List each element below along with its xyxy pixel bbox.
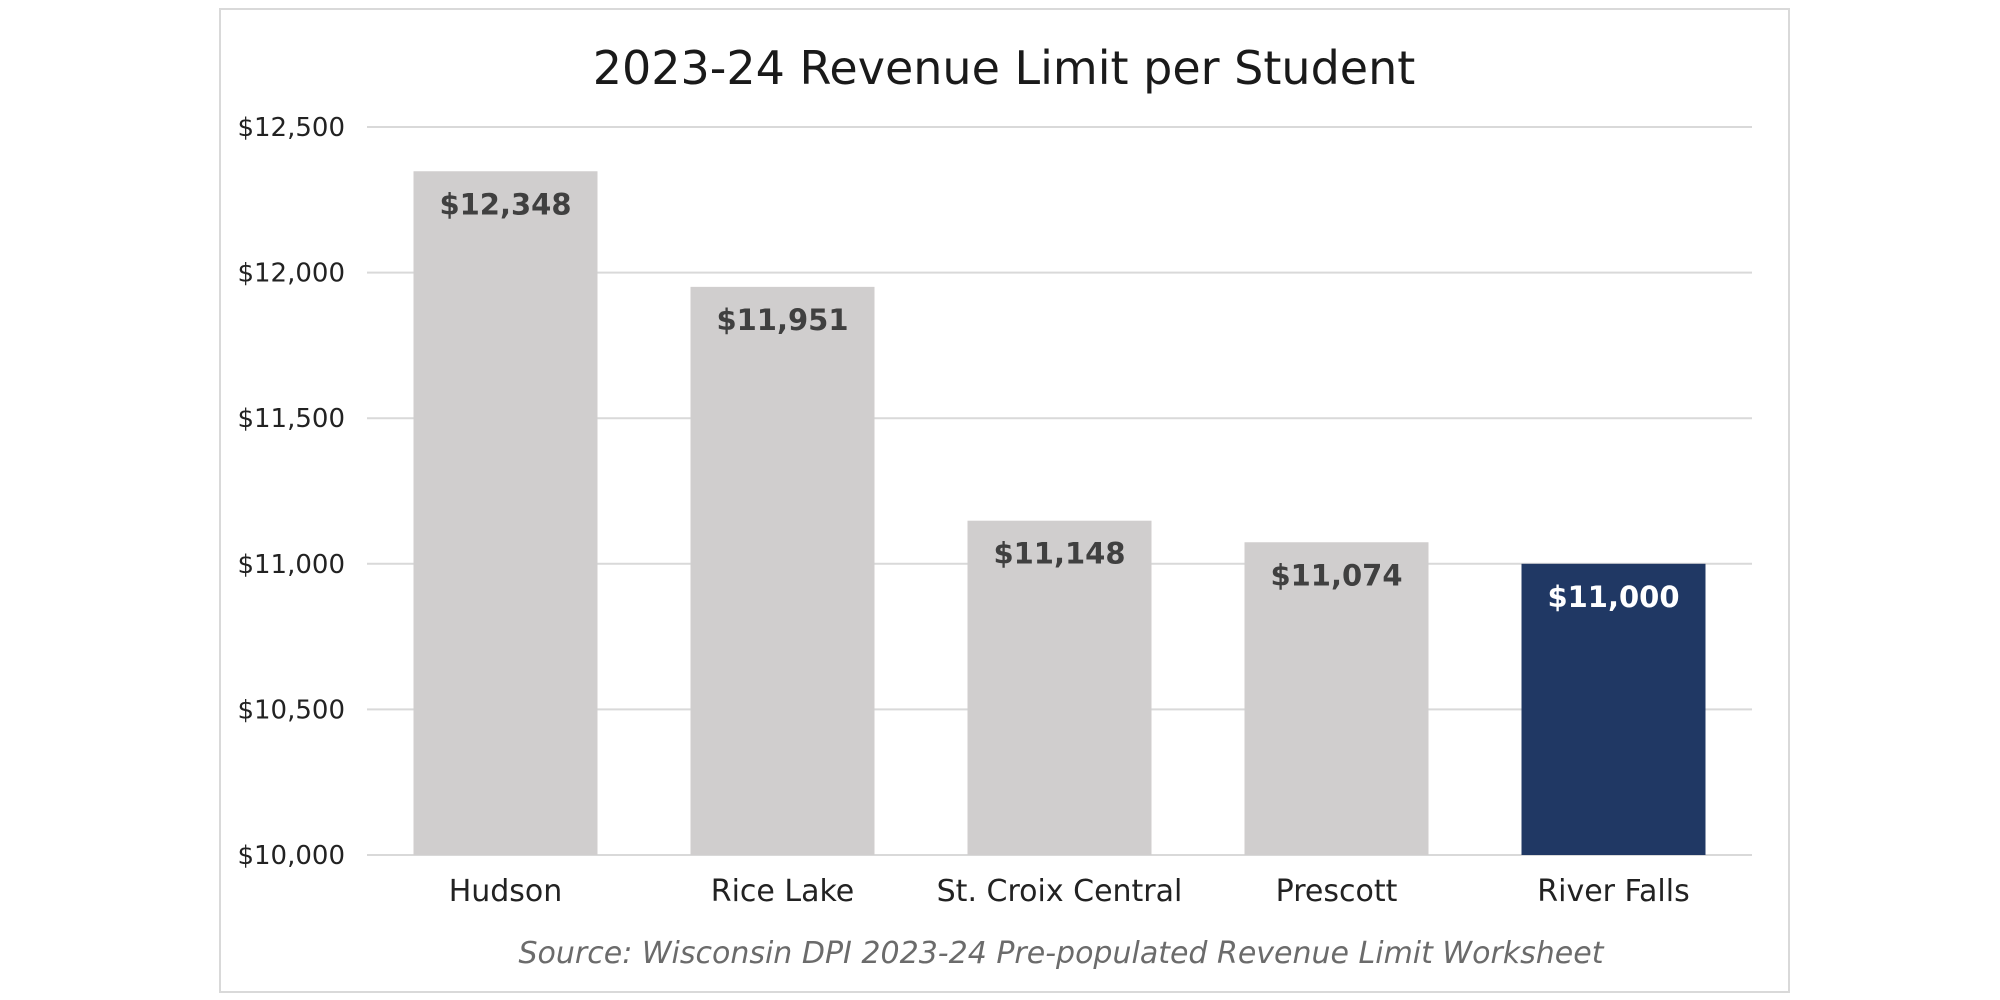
bar-value-label: $11,000: [1547, 580, 1679, 614]
y-tick-label: $10,500: [237, 695, 345, 725]
bar-value-label: $11,148: [993, 537, 1125, 571]
chart-title: 2023-24 Revenue Limit per Student: [593, 41, 1416, 95]
y-tick-label: $12,000: [237, 259, 345, 289]
bar-value-label: $11,951: [716, 303, 848, 337]
x-tick-label: Rice Lake: [711, 874, 855, 909]
bar-value-labels: $12,348 $11,951 $11,148 $11,074 $11,000: [439, 187, 1679, 614]
y-tick-label: $10,000: [237, 841, 345, 871]
x-tick-label: River Falls: [1537, 874, 1689, 909]
x-tick-label: Prescott: [1276, 874, 1398, 909]
bars: [413, 171, 1706, 856]
x-tick-label: St. Croix Central: [937, 874, 1183, 909]
bar-chart: 2023-24 Revenue Limit per Student $10,00…: [237, 41, 1752, 971]
y-tick-label: $11,000: [237, 550, 345, 580]
bar-value-label: $11,074: [1270, 558, 1402, 592]
bar: [1244, 542, 1429, 855]
x-axis-categories: Hudson Rice Lake St. Croix Central Prescott…: [449, 874, 1690, 909]
y-tick-label: $12,500: [237, 113, 345, 143]
bar-value-label: $12,348: [439, 187, 571, 221]
y-axis-ticks: $10,000 $10,500 $11,000 $11,500 $12,000 $12,5…: [237, 113, 345, 871]
bar: [967, 520, 1152, 855]
y-tick-label: $11,500: [237, 404, 345, 434]
bar: [1521, 563, 1706, 855]
chart-frame: 2023-24 Revenue Limit per Student $10,00…: [219, 8, 1790, 993]
source-note: Source: Wisconsin DPI 2023-24 Pre-popula…: [519, 936, 1605, 971]
bar: [413, 171, 598, 856]
x-tick-label: Hudson: [449, 874, 563, 909]
bar: [690, 286, 875, 856]
